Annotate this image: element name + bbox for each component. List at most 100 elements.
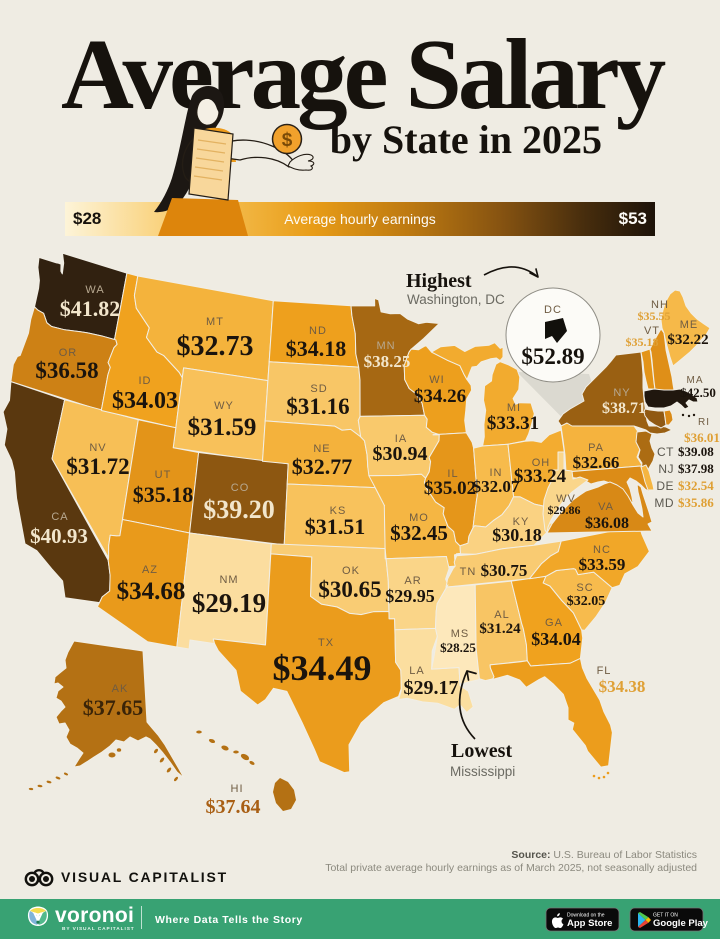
svg-text:ME: ME [680,319,699,331]
svg-text:$29.17: $29.17 [404,677,459,699]
svg-text:VA: VA [598,501,614,513]
svg-text:$33.24: $33.24 [514,466,567,487]
svg-text:$32.54: $32.54 [678,478,714,493]
svg-text:MD: MD [654,496,674,510]
svg-text:AZ: AZ [142,564,158,576]
svg-text:$33.59: $33.59 [579,555,626,574]
svg-text:FL: FL [597,665,612,677]
svg-text:HI: HI [231,783,244,795]
svg-text:$34.03: $34.03 [112,388,178,414]
svg-text:NV: NV [89,442,106,454]
svg-text:$28.25: $28.25 [440,640,476,655]
svg-text:NM: NM [219,574,238,586]
svg-text:SD: SD [310,383,327,395]
svg-text:$35.86: $35.86 [678,495,714,510]
svg-text:IA: IA [395,433,407,445]
svg-text:NY: NY [613,387,630,399]
svg-text:DE: DE [656,479,674,493]
svg-text:$34.68: $34.68 [117,578,186,605]
svg-text:$52.89: $52.89 [521,344,584,369]
svg-text:$36.58: $36.58 [35,358,98,383]
svg-text:TX: TX [318,637,334,649]
svg-text:$32.22: $32.22 [667,332,708,348]
svg-text:IN: IN [490,467,503,479]
svg-text:$30.18: $30.18 [492,525,542,545]
svg-text:$40.93: $40.93 [30,524,88,548]
svg-text:WV: WV [556,493,576,505]
svg-text:App Store: App Store [567,918,612,929]
svg-text:DC: DC [544,304,562,316]
svg-text:GA: GA [545,617,563,629]
svg-text:$30.75: $30.75 [481,561,528,580]
svg-text:VT: VT [644,325,660,337]
svg-text:$38.25: $38.25 [364,352,411,371]
svg-text:$32.45: $32.45 [390,521,448,545]
svg-text:$34.49: $34.49 [273,648,372,688]
svg-text:KS: KS [330,505,347,517]
svg-text:MI: MI [507,402,521,414]
svg-text:LA: LA [409,665,424,677]
svg-text:AL: AL [494,609,509,621]
svg-text:$31.51: $31.51 [305,514,366,539]
svg-text:ID: ID [139,375,152,387]
svg-text:$35.02: $35.02 [424,478,476,499]
svg-text:NC: NC [593,544,611,556]
svg-text:$32.07: $32.07 [473,477,520,496]
svg-text:$35.18: $35.18 [626,335,659,349]
svg-text:OR: OR [59,347,78,359]
svg-text:AR: AR [404,575,421,587]
svg-text:MN: MN [376,340,395,352]
svg-text:PA: PA [588,442,604,454]
svg-text:$29.19: $29.19 [192,588,266,618]
svg-text:$39.08: $39.08 [678,444,714,459]
svg-text:MA: MA [687,375,704,386]
svg-text:$36.08: $36.08 [585,515,629,532]
svg-text:OH: OH [532,457,551,469]
svg-text:$34.18: $34.18 [286,336,347,361]
svg-text:$31.59: $31.59 [188,414,257,441]
svg-text:Mississippi: Mississippi [450,764,515,779]
svg-text:$32.77: $32.77 [292,454,353,479]
svg-text:NE: NE [313,443,330,455]
svg-text:$31.72: $31.72 [66,454,129,479]
svg-text:Google Play: Google Play [653,918,709,929]
svg-text:$35.55: $35.55 [638,309,671,323]
svg-text:MO: MO [409,512,429,524]
svg-text:$34.04: $34.04 [531,629,581,649]
svg-text:$41.82: $41.82 [60,296,121,321]
svg-text:$34.38: $34.38 [599,677,646,696]
svg-text:MT: MT [206,316,224,328]
svg-text:WI: WI [429,374,444,386]
svg-text:RI: RI [698,417,710,428]
svg-text:OK: OK [342,565,360,577]
svg-text:Highest: Highest [406,270,472,292]
svg-text:Washington, DC: Washington, DC [407,292,505,307]
svg-text:$42.50: $42.50 [680,385,716,400]
svg-text:Lowest: Lowest [451,740,512,762]
svg-text:$35.18: $35.18 [133,482,194,507]
svg-text:$31.24: $31.24 [479,621,521,637]
svg-text:$39.20: $39.20 [203,495,275,524]
svg-text:Download on the: Download on the [567,913,605,919]
svg-text:MS: MS [451,628,470,640]
svg-text:$37.98: $37.98 [678,461,714,476]
svg-text:$32.66: $32.66 [573,453,620,472]
svg-text:$34.26: $34.26 [414,386,466,407]
svg-text:$32.05: $32.05 [567,594,606,609]
svg-text:NJ: NJ [658,462,674,476]
svg-text:CO: CO [231,482,250,494]
svg-text:$30.94: $30.94 [373,443,428,465]
svg-text:UT: UT [155,469,172,481]
svg-text:KY: KY [513,516,530,528]
svg-text:NH: NH [651,299,669,311]
svg-text:WA: WA [85,284,104,296]
svg-text:$37.64: $37.64 [206,796,261,818]
svg-text:$29.95: $29.95 [385,586,435,606]
svg-text:$30.65: $30.65 [318,577,381,602]
svg-text:CT: CT [657,445,674,459]
svg-text:SC: SC [576,582,593,594]
svg-text:GET IT ON: GET IT ON [653,913,678,919]
svg-text:$37.65: $37.65 [83,695,144,720]
svg-text:CA: CA [51,511,68,523]
svg-text:$36.01: $36.01 [684,430,720,445]
